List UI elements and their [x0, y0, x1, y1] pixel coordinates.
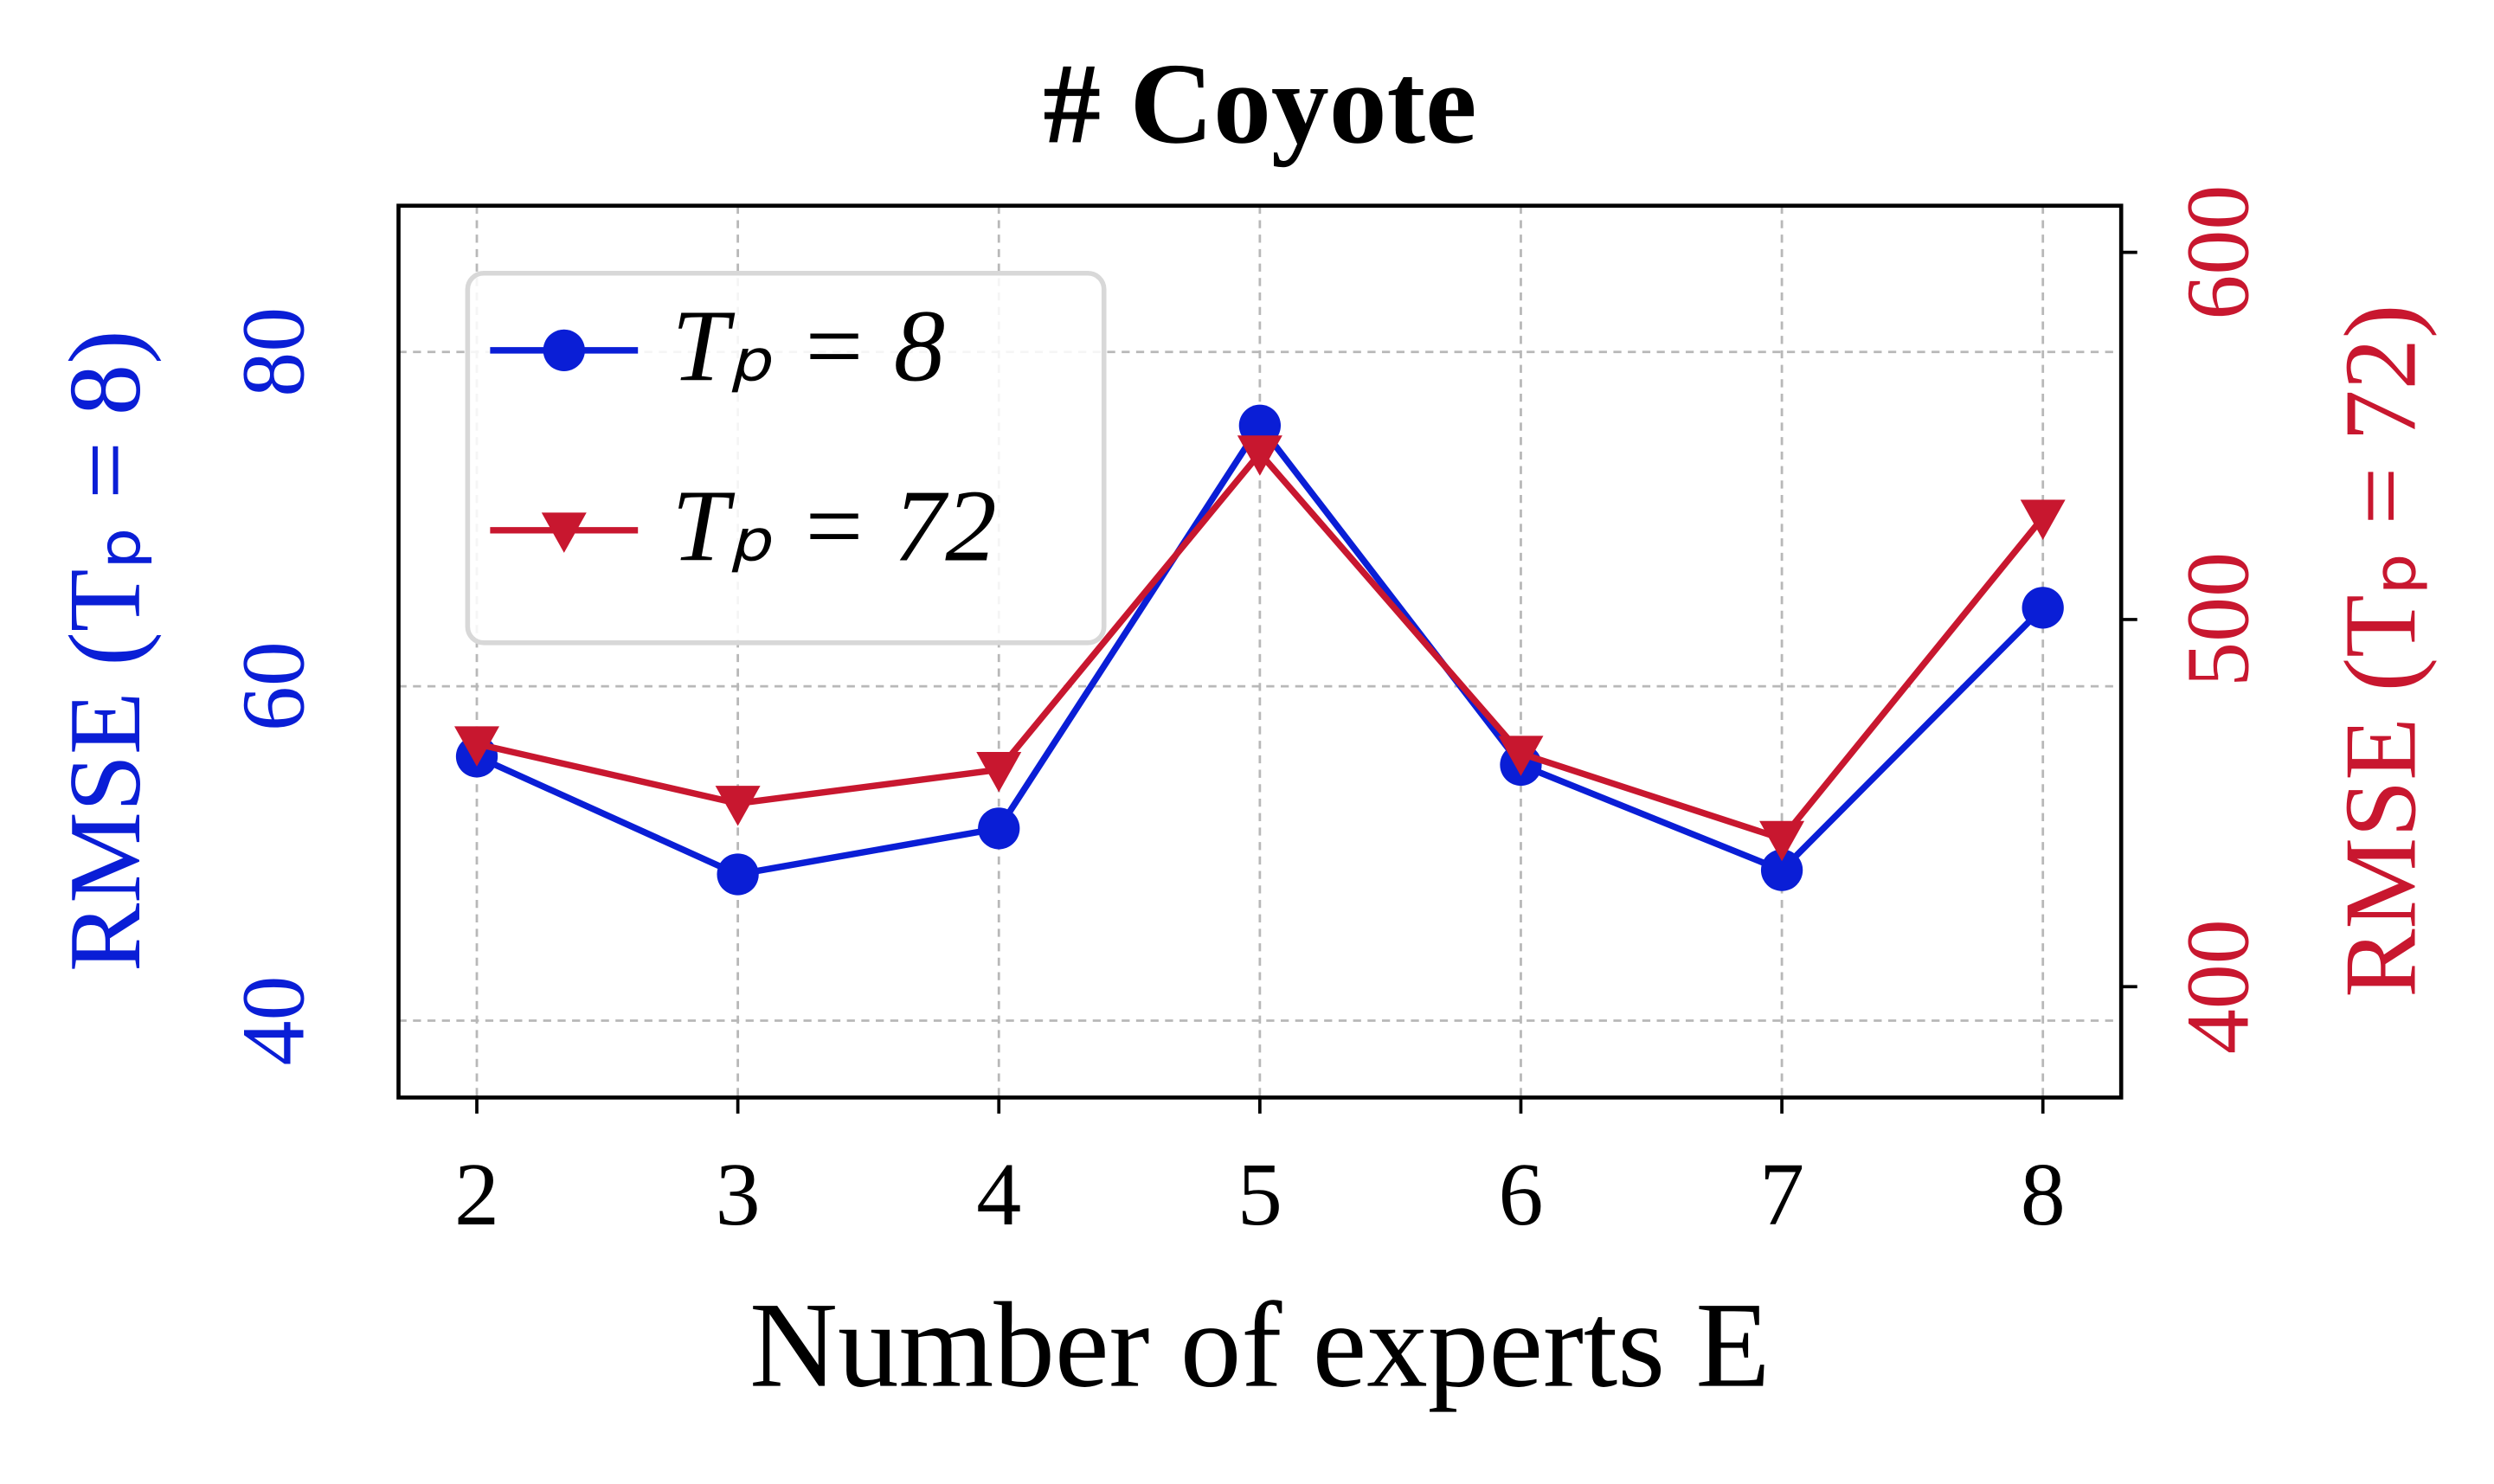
x-tick-label: 2 [454, 1145, 499, 1244]
y2-tick-label: 500 [2169, 552, 2268, 687]
plot-frame [396, 203, 2124, 1100]
data-point [2020, 499, 2066, 540]
x-tick-label: 4 [976, 1145, 1021, 1244]
data-point [1759, 820, 1805, 862]
y2-tick-label: 600 [2169, 185, 2268, 320]
data-point [1760, 849, 1803, 891]
legend-label: Tₚ = 72 [672, 469, 996, 583]
y2-axis-label: RMSE (Tₚ = 72) [2323, 305, 2437, 998]
x-tick-label: 3 [716, 1145, 761, 1244]
legend-marker [543, 329, 585, 372]
data-point [2022, 587, 2064, 629]
x-tick-label: 8 [2021, 1145, 2066, 1244]
y-axis-label: RMSE (Tₚ = 8) [48, 330, 162, 972]
y2-tick-label: 400 [2169, 919, 2268, 1054]
data-point [454, 726, 500, 767]
x-tick-label: 5 [1237, 1145, 1282, 1244]
y-tick-label: 80 [224, 307, 324, 397]
chart-title: # Coyote [1043, 39, 1476, 167]
y-tick-label: 40 [224, 976, 324, 1066]
x-tick-label: 7 [1759, 1145, 1804, 1244]
y-tick-label: 60 [224, 641, 324, 731]
data-point [978, 807, 1020, 850]
data-point [715, 786, 761, 826]
data-point [976, 752, 1022, 793]
legend-box [465, 270, 1107, 646]
data-point [717, 853, 759, 896]
legend-label: Tₚ = 8 [672, 289, 945, 403]
x-tick-label: 6 [1498, 1145, 1543, 1244]
legend-marker [541, 512, 587, 553]
data-point [1237, 435, 1282, 476]
data-point [1498, 736, 1544, 776]
x-axis-label: Number of experts E [749, 1277, 1770, 1413]
